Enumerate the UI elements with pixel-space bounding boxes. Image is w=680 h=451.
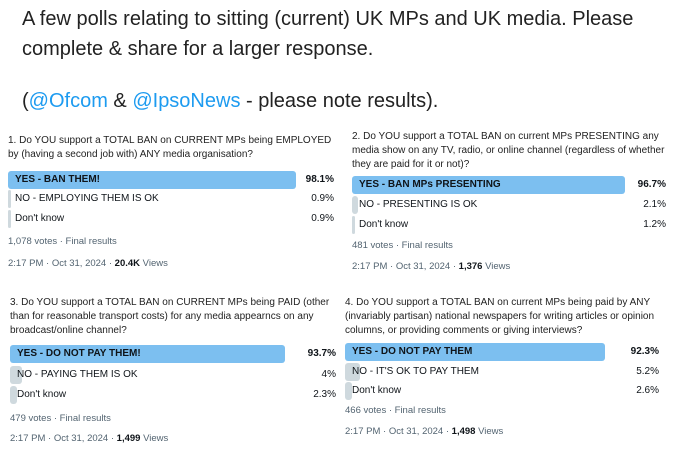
view-count: 1,499 (116, 433, 141, 444)
option-percent: 4% (321, 369, 336, 380)
option-label: YES - DO NOT PAY THEM (352, 346, 473, 357)
poll-option: Don't know 2.6% (345, 382, 663, 400)
vote-count: 1,078 votes · Final results (8, 236, 117, 247)
poll-option: YES - BAN THEM! 98.1% (8, 171, 338, 189)
poll-option: NO - IT'S OK TO PAY THEM 5.2% (345, 363, 663, 381)
timestamp: 2:17 PM · Oct 31, 2024 · 1,376 Views (352, 261, 510, 272)
poll-bar (8, 190, 11, 208)
vote-count: 479 votes · Final results (10, 413, 111, 424)
option-percent: 0.9% (311, 193, 334, 204)
timestamp: 2:17 PM · Oct 31, 2024 · 1,498 Views (345, 426, 503, 437)
poll: 3. Do YOU support a TOTAL BAN on CURRENT… (10, 296, 340, 446)
option-percent: 1.2% (643, 219, 666, 230)
poll-question: 2. Do YOU support a TOTAL BAN on current… (352, 131, 665, 170)
poll-bar (8, 171, 297, 189)
poll-question: 3. Do YOU support a TOTAL BAN on CURRENT… (10, 297, 330, 336)
text: ( (22, 90, 29, 112)
view-count: 1,498 (451, 426, 476, 437)
poll: 1. Do YOU support a TOTAL BAN on CURRENT… (8, 134, 338, 284)
poll-option: NO - PRESENTING IS OK 2.1% (352, 196, 670, 214)
option-label: YES - BAN MPs PRESENTING (359, 179, 501, 190)
views-label: Views (478, 426, 504, 437)
time: 2:17 PM · Oct 31, 2024 · (8, 258, 115, 269)
time: 2:17 PM · Oct 31, 2024 · (352, 261, 459, 272)
option-label: NO - IT'S OK TO PAY THEM (352, 366, 479, 377)
post-text: A few polls relating to sitting (current… (22, 8, 634, 30)
poll-bar (10, 366, 22, 384)
poll-bar (345, 343, 606, 361)
poll-bar (10, 345, 286, 363)
vote-count: 466 votes · Final results (345, 405, 446, 416)
option-percent: 96.7% (637, 179, 666, 190)
option-label: Don't know (15, 213, 65, 224)
option-label: Don't know (17, 389, 67, 400)
views-label: Views (142, 258, 168, 269)
option-percent: 98.1% (305, 174, 334, 185)
poll: 2. Do YOU support a TOTAL BAN on current… (352, 130, 670, 280)
time: 2:17 PM · Oct 31, 2024 · (345, 426, 452, 437)
option-label: NO - PAYING THEM IS OK (17, 369, 138, 380)
option-label: YES - DO NOT PAY THEM! (17, 348, 141, 359)
poll-option: Don't know 0.9% (8, 210, 338, 228)
timestamp: 2:17 PM · Oct 31, 2024 · 20.4K Views (8, 258, 168, 269)
poll-option: Don't know 2.3% (10, 386, 340, 404)
poll-bar (345, 382, 353, 400)
poll-bar (352, 176, 625, 194)
poll-bar (345, 363, 360, 381)
poll-bar (352, 196, 358, 214)
text: & (107, 90, 133, 112)
vote-count: 481 votes · Final results (352, 240, 453, 251)
post-text: (@Ofcom & @IpsoNews - please note result… (22, 90, 438, 113)
poll-bar (10, 386, 17, 404)
timestamp: 2:17 PM · Oct 31, 2024 · 1,499 Views (10, 433, 168, 444)
option-label: Don't know (352, 385, 402, 396)
view-count: 20.4K (114, 258, 141, 269)
views-label: Views (143, 433, 169, 444)
poll-bar (352, 216, 356, 234)
post-text: complete & share for a larger response. (22, 38, 374, 60)
poll-option: YES - DO NOT PAY THEM! 93.7% (10, 345, 340, 363)
mention[interactable]: @IpsoNews (132, 90, 241, 112)
option-percent: 2.3% (313, 389, 336, 400)
time: 2:17 PM · Oct 31, 2024 · (10, 433, 117, 444)
option-label: Don't know (359, 219, 409, 230)
option-percent: 5.2% (636, 366, 659, 377)
mention[interactable]: @Ofcom (28, 90, 108, 112)
poll-option: YES - DO NOT PAY THEM 92.3% (345, 343, 663, 361)
text: - please note results). (240, 90, 439, 112)
option-percent: 2.1% (643, 199, 666, 210)
option-label: NO - EMPLOYING THEM IS OK (15, 193, 159, 204)
poll-option: Don't know 1.2% (352, 216, 670, 234)
poll-bar (8, 210, 11, 228)
poll-question: 4. Do YOU support a TOTAL BAN on current… (345, 297, 655, 336)
option-percent: 92.3% (630, 346, 659, 357)
option-percent: 2.6% (636, 385, 659, 396)
poll-question: 1. Do YOU support a TOTAL BAN on CURRENT… (8, 135, 332, 160)
option-label: NO - PRESENTING IS OK (359, 199, 478, 210)
poll-option: NO - EMPLOYING THEM IS OK 0.9% (8, 190, 338, 208)
poll-option: YES - BAN MPs PRESENTING 96.7% (352, 176, 670, 194)
view-count: 1,376 (458, 261, 483, 272)
option-percent: 0.9% (311, 213, 334, 224)
poll-option: NO - PAYING THEM IS OK 4% (10, 366, 340, 384)
option-label: YES - BAN THEM! (15, 174, 100, 185)
option-percent: 93.7% (307, 348, 336, 359)
poll: 4. Do YOU support a TOTAL BAN on current… (345, 296, 663, 446)
views-label: Views (485, 261, 511, 272)
